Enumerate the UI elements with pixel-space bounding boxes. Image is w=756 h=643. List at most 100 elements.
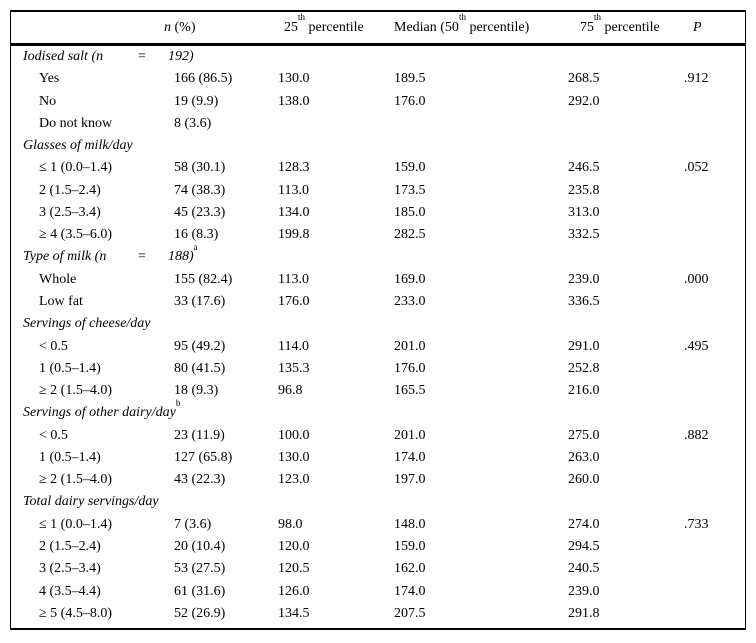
section-label: Type of milk (n	[23, 249, 107, 265]
cell-25th-percentile: 96.8	[278, 383, 303, 399]
table-row: ≤ 1 (0.0–1.4) 58 (30.1) 128.3 159.0 246.5 .05…	[11, 157, 745, 179]
row-label: ≥ 4 (3.5–6.0)	[39, 227, 113, 243]
cell-p-value: .052	[684, 160, 709, 176]
header-75-base: 75	[580, 19, 594, 35]
row-label: 3 (2.5–3.4)	[39, 204, 101, 220]
table-row: ≥ 5 (4.5–8.0) 52 (26.9) 134.5 207.5 291.8	[11, 603, 745, 625]
row-label: ≤ 1 (0.0–1.4)	[39, 160, 113, 176]
cell-75th-percentile: 252.8	[568, 360, 600, 376]
cell-median: 165.5	[394, 383, 426, 399]
table-row: 3 (2.5–3.4) 45 (23.3) 134.0 185.0 313.0	[11, 202, 745, 224]
cell-25th-percentile: 135.3	[278, 360, 310, 376]
header-75-sup: th	[594, 11, 602, 22]
row-label: No	[39, 93, 57, 109]
cell-25th-percentile: 113.0	[278, 182, 309, 198]
cell-75th-percentile: 246.5	[568, 160, 600, 176]
cell-n-percent: 20 (10.4)	[174, 538, 226, 554]
section-label: Servings of other dairy/day	[23, 405, 176, 421]
header-n-rest: (%)	[171, 19, 196, 35]
header-median: Median (50th percentile)	[394, 12, 568, 36]
footnote-marker: b	[175, 397, 181, 408]
cell-25th-percentile: 123.0	[278, 472, 310, 488]
section-n-text: 192)	[168, 49, 194, 64]
table-row: < 0.5 23 (11.9) 100.0 201.0 275.0 .882	[11, 425, 745, 447]
row-label: ≥ 2 (1.5–4.0)	[39, 383, 113, 399]
table-row: 2 (1.5–2.4) 20 (10.4) 120.0 159.0 294.5	[11, 536, 745, 558]
cell-n-percent: 16 (8.3)	[174, 227, 219, 243]
cell-median: 207.5	[394, 605, 426, 621]
cell-n-percent: 7 (3.6)	[174, 516, 212, 532]
cell-25th-percentile: 114.0	[278, 338, 309, 354]
table-row: 1 (0.5–1.4) 127 (65.8) 130.0 174.0 263.0	[11, 447, 745, 469]
cell-25th-percentile: 138.0	[278, 93, 310, 109]
cell-median: 159.0	[394, 538, 426, 554]
section-n-text: 188)	[168, 249, 194, 265]
cell-75th-percentile: 239.0	[568, 271, 600, 287]
header-75th-percentile: 75th percentile	[568, 12, 684, 36]
table-row: 1 (0.5–1.4) 80 (41.5) 135.3 176.0 252.8	[11, 358, 745, 380]
section-header-row: Glasses of milk/day	[11, 135, 745, 157]
cell-median: 169.0	[394, 271, 426, 287]
equals-sign: =	[138, 249, 146, 265]
table-body: Iodised salt (n = 192) Yes 166 (86.5) 130.0 18…	[11, 46, 745, 625]
cell-median: 201.0	[394, 338, 426, 354]
section-n-value: 188)a	[168, 242, 198, 268]
row-label: 4 (3.5–4.4)	[39, 583, 101, 599]
table-header-row: n (%) 25th percentile Median (50th perce…	[11, 12, 745, 46]
cell-median: 185.0	[394, 204, 426, 220]
table-row: Yes 166 (86.5) 130.0 189.5 268.5 .912	[11, 68, 745, 90]
cell-p-value: .495	[684, 338, 709, 354]
header-25-base: 25	[284, 19, 298, 35]
header-median-base: Median (50	[394, 19, 459, 35]
cell-25th-percentile: 130.0	[278, 449, 310, 465]
cell-25th-percentile: 120.0	[278, 538, 310, 554]
table-row: Do not know 8 (3.6)	[11, 113, 745, 135]
row-label: 1 (0.5–1.4)	[39, 360, 101, 376]
cell-n-percent: 58 (30.1)	[174, 160, 226, 176]
cell-25th-percentile: 130.0	[278, 71, 310, 87]
cell-n-percent: 61 (31.6)	[174, 583, 226, 599]
table-row: No 19 (9.9) 138.0 176.0 292.0	[11, 91, 745, 113]
section-label: Total dairy servings/day	[23, 494, 159, 510]
section-header-row: Type of milk (n = 188)a	[11, 242, 745, 268]
row-label: Whole	[39, 271, 77, 287]
cell-n-percent: 33 (17.6)	[174, 294, 226, 310]
table-row: Low fat 33 (17.6) 176.0 233.0 336.5	[11, 291, 745, 313]
section-header-row: Iodised salt (n = 192)	[11, 46, 745, 68]
cell-25th-percentile: 120.5	[278, 561, 310, 577]
cell-n-percent: 8 (3.6)	[174, 115, 212, 131]
cell-n-percent: 95 (49.2)	[174, 338, 226, 354]
row-label: ≥ 5 (4.5–8.0)	[39, 605, 113, 621]
row-label: Yes	[39, 71, 60, 87]
cell-median: 174.0	[394, 449, 426, 465]
cell-n-percent: 53 (27.5)	[174, 561, 226, 577]
table-row: ≥ 2 (1.5–4.0) 43 (22.3) 123.0 197.0 260.0	[11, 469, 745, 491]
cell-75th-percentile: 291.0	[568, 338, 600, 354]
section-label: Iodised salt (n	[23, 49, 104, 64]
cell-75th-percentile: 240.5	[568, 561, 600, 577]
cell-median: 201.0	[394, 427, 426, 443]
table-row: 4 (3.5–4.4) 61 (31.6) 126.0 174.0 239.0	[11, 580, 745, 602]
table-row: 2 (1.5–2.4) 74 (38.3) 113.0 173.5 235.8	[11, 180, 745, 202]
cell-25th-percentile: 98.0	[278, 516, 303, 532]
row-label: Do not know	[39, 115, 113, 131]
cell-n-percent: 74 (38.3)	[174, 182, 226, 198]
row-label: Low fat	[39, 294, 83, 310]
table-row: ≥ 4 (3.5–6.0) 16 (8.3) 199.8 282.5 332.5	[11, 224, 745, 246]
cell-n-percent: 23 (11.9)	[174, 427, 225, 443]
header-median-rest: percentile)	[465, 19, 530, 35]
section-header-row: Servings of cheese/day	[11, 313, 745, 335]
footnote-marker: a	[193, 241, 198, 252]
section-label: Servings of cheese/day	[23, 316, 151, 332]
cell-n-percent: 166 (86.5)	[174, 71, 233, 87]
cell-75th-percentile: 268.5	[568, 71, 600, 87]
cell-median: 159.0	[394, 160, 426, 176]
row-label: < 0.5	[39, 338, 68, 354]
cell-median: 174.0	[394, 583, 426, 599]
header-25-sup: th	[298, 11, 306, 22]
cell-n-percent: 19 (9.9)	[174, 93, 219, 109]
row-label: 2 (1.5–2.4)	[39, 538, 101, 554]
cell-n-percent: 80 (41.5)	[174, 360, 226, 376]
cell-n-percent: 45 (23.3)	[174, 204, 226, 220]
cell-25th-percentile: 176.0	[278, 294, 310, 310]
